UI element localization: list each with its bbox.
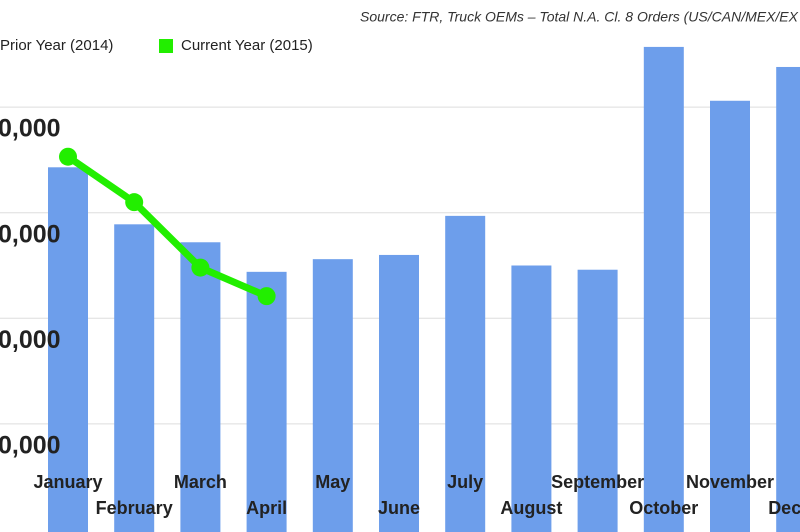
line-point: [59, 147, 77, 166]
x-tick-label: November: [686, 472, 774, 492]
legend-label: Prior Year (2014): [0, 37, 113, 54]
y-tick-label: 0,000: [0, 326, 61, 354]
bar: [48, 167, 88, 532]
bar: [312, 259, 353, 532]
line-point: [257, 287, 276, 306]
x-tick-label: April: [246, 498, 287, 518]
bar: [180, 242, 221, 532]
x-tick-label: Dec: [768, 498, 800, 518]
y-tick-label: 0,000: [0, 220, 61, 248]
x-tick-label: May: [315, 472, 350, 492]
line-point: [191, 258, 210, 277]
x-tick-label: October: [629, 498, 698, 518]
x-tick-label: June: [378, 498, 420, 518]
bar: [511, 265, 552, 532]
line-point: [125, 193, 144, 212]
x-tick-label: September: [551, 472, 644, 492]
bar: [379, 254, 419, 532]
bar: [643, 46, 684, 532]
legend-swatch: [159, 39, 173, 53]
bar: [114, 224, 155, 532]
x-tick-label: August: [500, 498, 562, 518]
bar: [445, 215, 486, 532]
x-tick-label: March: [174, 472, 227, 492]
legend-label: Current Year (2015): [181, 37, 313, 54]
line: [66, 153, 268, 300]
x-tick-label: July: [447, 472, 483, 492]
y-tick-label: 0,000: [0, 115, 61, 143]
x-tick-label: February: [96, 498, 173, 518]
bar: [246, 271, 287, 532]
x-tick-label: January: [33, 472, 102, 492]
bar: [577, 269, 618, 532]
bar: [710, 100, 750, 532]
source: Source: FTR, Truck OEMs – Total N.A. Cl.…: [360, 9, 799, 25]
bar: [776, 66, 800, 532]
y-tick-label: 0,000: [0, 432, 61, 460]
